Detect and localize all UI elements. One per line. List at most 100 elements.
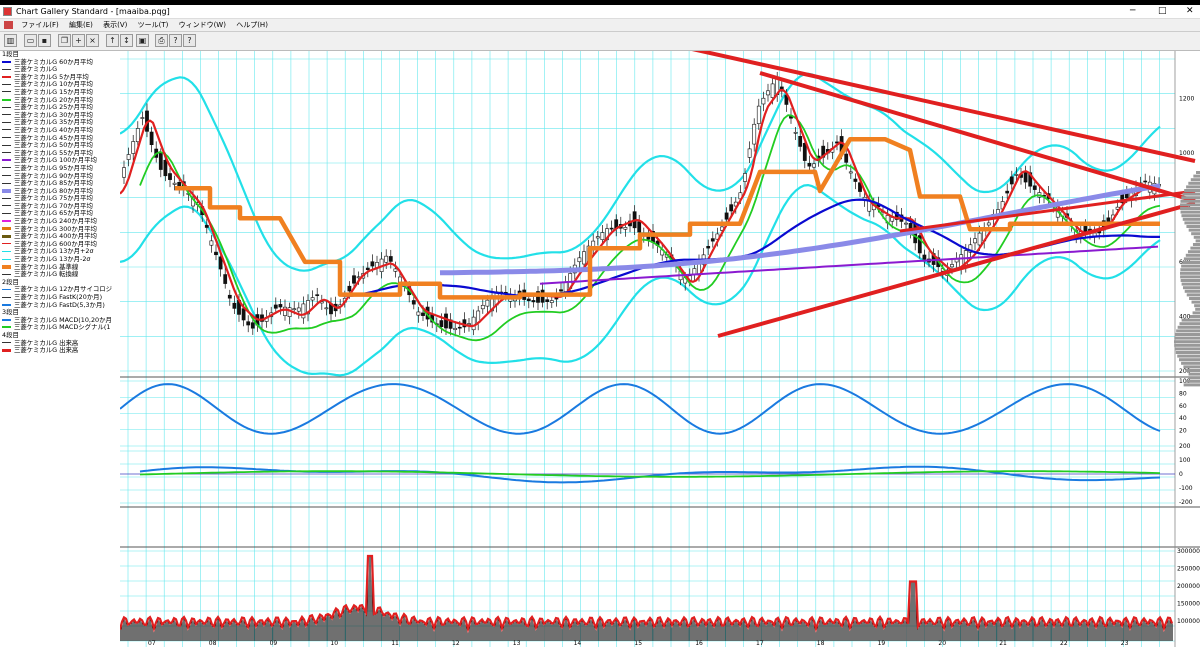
legend-item[interactable]: 三菱ケミカルG 75か月平均 <box>0 194 120 203</box>
volume-profile-bar <box>1196 171 1200 174</box>
menu-edit[interactable]: 編集(E) <box>68 21 93 29</box>
legend-item[interactable]: 三菱ケミカルG 25か月平均 <box>0 103 120 112</box>
candle-body <box>752 123 757 145</box>
legend-item[interactable]: 三菱ケミカルG 13か月-2σ <box>0 255 120 264</box>
legend-item[interactable]: 三菱ケミカルG 55か月平均 <box>0 148 120 158</box>
menu-help[interactable]: ヘルプ(H) <box>236 21 268 29</box>
legend-item[interactable]: 三菱ケミカルG 15か月平均 <box>0 88 120 97</box>
legend-panel: 1段目 三菱ケミカルG 60か月平均 三菱ケミカルG 三菱ケミカルG 5か月平均 三菱ケ… <box>0 51 121 647</box>
legend-item[interactable]: 三菱ケミカルG 85か月平均 <box>0 179 120 188</box>
legend-item[interactable]: 三菱ケミカルG 400か月平均 <box>0 232 120 241</box>
legend-item[interactable]: 三菱ケミカルG 基準線 <box>0 263 120 272</box>
legend-label: 三菱ケミカルG 55か月平均 <box>14 148 93 157</box>
copy-icon[interactable]: ❐ <box>58 34 71 47</box>
legend-item[interactable]: 三菱ケミカルG MACD(10,20か月 <box>0 316 120 325</box>
legend-item[interactable]: 三菱ケミカルG FastK(20か月) <box>0 293 120 302</box>
legend-item[interactable]: 三菱ケミカルG 95か月平均 <box>0 164 120 173</box>
candle-body <box>214 251 218 256</box>
volume-profile-bar <box>1190 246 1200 250</box>
volume-profile-bar <box>1180 199 1200 203</box>
menu-view[interactable]: 表示(V) <box>103 21 128 29</box>
legend-item[interactable]: 三菱ケミカルG 80か月平均 <box>0 187 120 196</box>
legend-swatch <box>2 167 11 169</box>
legend-label: 三菱ケミカルG 25か月平均 <box>14 103 93 112</box>
menu-file[interactable]: ファイル(F) <box>21 21 59 29</box>
menu-tools[interactable]: ツール(T) <box>137 21 169 29</box>
legend-swatch <box>2 264 11 269</box>
legend-item[interactable]: 三菱ケミカルG 30か月平均 <box>0 111 120 120</box>
candle-body <box>710 238 715 242</box>
candle-body <box>273 304 278 309</box>
minimize-button[interactable]: ─ <box>1130 6 1136 16</box>
info-icon[interactable]: ? <box>169 34 182 47</box>
candle-body <box>1124 193 1129 199</box>
legend-item[interactable]: 三菱ケミカルG 90か月平均 <box>0 171 120 181</box>
menu-window[interactable]: ウィンドウ(W) <box>178 21 226 29</box>
legend-label: 三菱ケミカルG 90か月平均 <box>14 171 93 180</box>
candle-body <box>416 311 421 316</box>
legend-item[interactable]: 三菱ケミカルG 35か月平均 <box>0 119 120 127</box>
legend-item[interactable]: 三菱ケミカルG 600か月平均 <box>0 240 120 249</box>
legend-item[interactable]: 三菱ケミカルG MACDシグナル(1 <box>0 324 120 332</box>
trendline-upper <box>691 51 1196 163</box>
maximize-button[interactable]: □ <box>1158 6 1167 16</box>
legend-label: 三菱ケミカルG 出来高 <box>14 338 79 347</box>
legend-item[interactable]: 三菱ケミカルG 45か月平均 <box>0 134 120 143</box>
save-icon[interactable]: ▪ <box>38 34 51 47</box>
legend-label: 三菱ケミカルG 13か月+2σ <box>14 247 94 256</box>
legend-item[interactable]: 三菱ケミカルG 5か月平均 <box>0 73 120 82</box>
volume-profile-bar <box>1180 275 1200 279</box>
legend-swatch <box>2 205 11 207</box>
legend-item[interactable]: 三菱ケミカルG <box>0 65 120 74</box>
volume-profile-bar <box>1174 336 1200 340</box>
candle-body <box>365 267 370 271</box>
plus-icon[interactable]: + <box>72 34 85 47</box>
legend-swatch <box>2 188 11 193</box>
legend-item[interactable]: 三菱ケミカルG 50か月平均 <box>0 141 120 150</box>
legend-item[interactable]: 三菱ケミカルG 出来高 <box>0 346 120 355</box>
legend-item[interactable]: 三菱ケミカルG 13か月+2σ <box>0 248 120 256</box>
legend-label: 三菱ケミカルG 出来高 <box>14 346 79 355</box>
volume-profile-bar <box>1174 343 1200 347</box>
cross-icon[interactable]: × <box>86 34 99 47</box>
legend-item[interactable]: 三菱ケミカルG 65か月平均 <box>0 210 120 218</box>
legend-item[interactable]: 三菱ケミカルG 12か月サイコロジ <box>0 286 120 294</box>
candle-body <box>743 173 747 182</box>
legend-item[interactable]: 三菱ケミカルG 10か月平均 <box>0 81 120 89</box>
legend-swatch <box>2 227 11 231</box>
candle-body <box>232 302 237 309</box>
legend-swatch <box>2 326 11 329</box>
candle-body <box>347 285 352 292</box>
help-icon[interactable]: ? <box>183 34 196 47</box>
x-tick-label: 19 <box>878 640 886 647</box>
image-icon[interactable]: ▣ <box>136 34 149 47</box>
close-button[interactable]: ✕ <box>1186 6 1194 16</box>
legend-item[interactable]: 三菱ケミカルG 70か月平均 <box>0 202 120 211</box>
legend-item[interactable]: 三菱ケミカルG 240か月平均 <box>0 217 120 226</box>
legend-swatch <box>2 212 11 214</box>
legend-item[interactable]: 三菱ケミカルG 20か月平均 <box>0 96 120 105</box>
legend-swatch <box>2 342 11 344</box>
legend-item[interactable]: 三菱ケミカルG FastD(5,3か月) <box>0 301 120 310</box>
macd-tick-label: 100 <box>1179 457 1191 464</box>
x-tick-label: 15 <box>634 640 642 647</box>
candle-body <box>158 153 163 170</box>
ma-80-line <box>439 183 1161 276</box>
open-icon[interactable]: ▭ <box>24 34 37 47</box>
legend-swatch <box>2 83 11 85</box>
chart-icon[interactable]: ▥ <box>4 34 17 47</box>
legend-item[interactable]: 三菱ケミカルG 40か月平均 <box>0 126 120 135</box>
legend-swatch <box>2 75 11 78</box>
legend-swatch <box>2 68 11 70</box>
zoom-down-icon[interactable]: ↕ <box>120 34 133 47</box>
legend-item[interactable]: 三菱ケミカルG 100か月平均 <box>0 157 120 165</box>
candle-body <box>223 274 228 284</box>
legend-item[interactable]: 三菱ケミカルG 300か月平均 <box>0 225 120 234</box>
candle-body <box>858 182 862 192</box>
legend-item[interactable]: 三菱ケミカルG 転換線 <box>0 270 120 279</box>
print-icon[interactable]: ⎙ <box>155 34 168 47</box>
legend-item[interactable]: 三菱ケミカルG 出来高 <box>0 338 120 348</box>
legend-item[interactable]: 三菱ケミカルG 60か月平均 <box>0 58 120 67</box>
up-icon[interactable]: ↑ <box>106 34 119 47</box>
toolbar: ▥ ▭ ▪ ❐ + × ↑ ↕ ▣ ⎙ ? ? <box>0 32 1200 51</box>
